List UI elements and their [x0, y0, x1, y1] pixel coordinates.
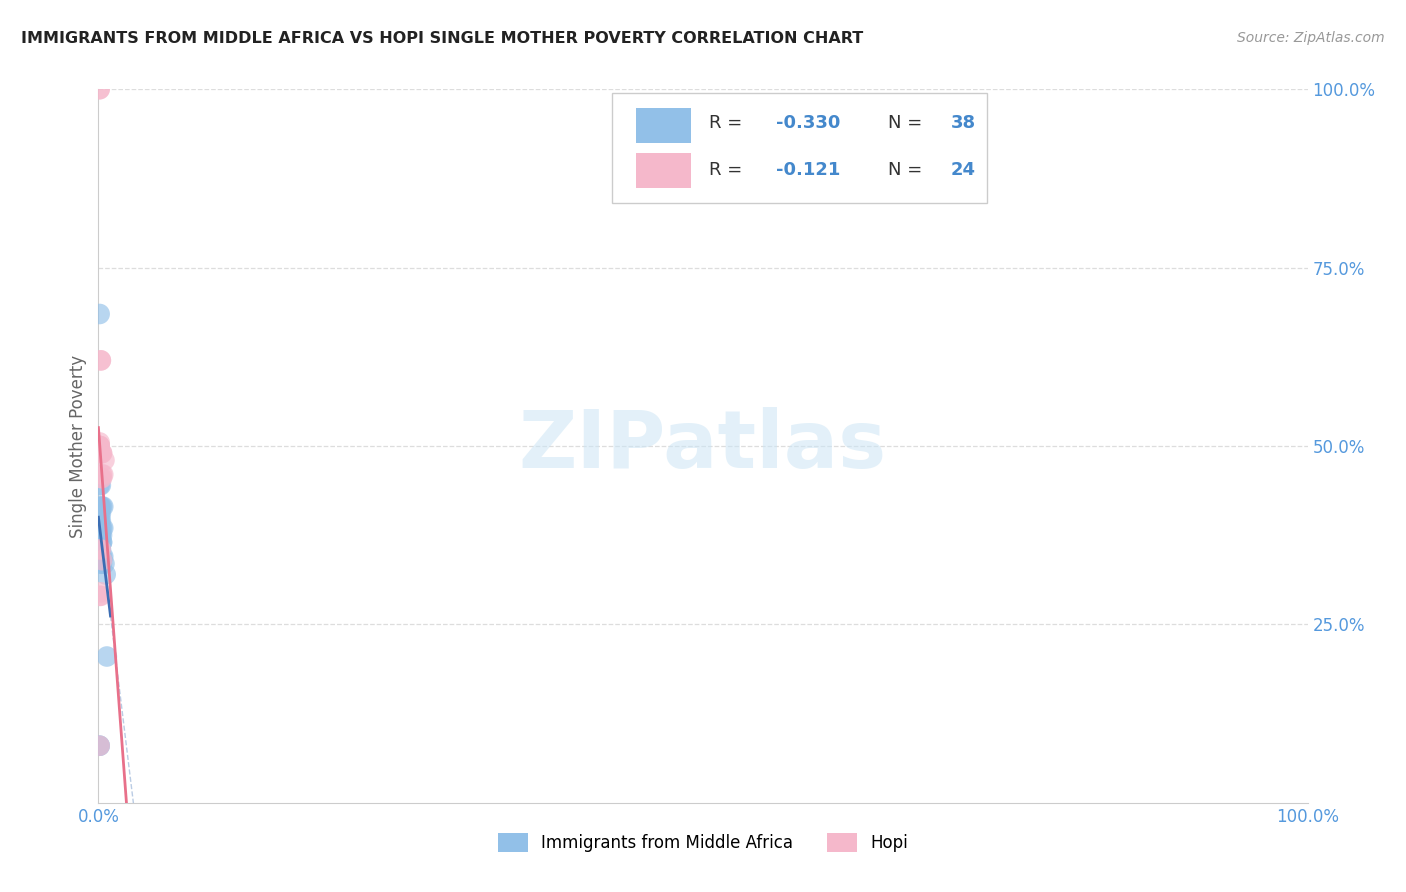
Point	[89, 478, 111, 492]
Point	[90, 353, 112, 368]
Point	[91, 500, 114, 514]
Point	[94, 567, 117, 582]
Point	[89, 524, 111, 539]
Point	[91, 500, 114, 514]
Point	[89, 439, 111, 453]
Point	[89, 532, 111, 546]
Point	[89, 542, 111, 557]
Point	[90, 353, 112, 368]
Point	[91, 549, 114, 564]
Point	[91, 521, 114, 535]
Text: N =: N =	[889, 114, 928, 132]
Point	[93, 557, 115, 571]
Point	[89, 439, 111, 453]
Point	[96, 649, 118, 664]
Text: N =: N =	[889, 161, 928, 178]
FancyBboxPatch shape	[637, 109, 690, 143]
Point	[89, 500, 111, 514]
Point	[90, 528, 112, 542]
Point	[91, 467, 114, 482]
Point	[89, 435, 111, 450]
Point	[89, 507, 111, 521]
Point	[91, 535, 114, 549]
Point	[89, 439, 111, 453]
Point	[90, 514, 112, 528]
Point	[89, 307, 111, 321]
Point	[91, 528, 114, 542]
Point	[90, 542, 112, 557]
Point	[91, 446, 114, 460]
Point	[90, 549, 112, 564]
Point	[89, 439, 111, 453]
Point	[89, 82, 111, 96]
Point	[90, 446, 112, 460]
Point	[90, 478, 112, 492]
Point	[91, 535, 114, 549]
Point	[90, 471, 112, 485]
Point	[91, 553, 114, 567]
Point	[91, 549, 114, 564]
Text: IMMIGRANTS FROM MIDDLE AFRICA VS HOPI SINGLE MOTHER POVERTY CORRELATION CHART: IMMIGRANTS FROM MIDDLE AFRICA VS HOPI SI…	[21, 31, 863, 46]
Point	[90, 589, 112, 603]
Point	[89, 500, 111, 514]
Point	[91, 521, 114, 535]
Point	[90, 507, 112, 521]
Text: 24: 24	[950, 161, 976, 178]
Point	[90, 542, 112, 557]
Text: -0.330: -0.330	[776, 114, 839, 132]
Y-axis label: Single Mother Poverty: Single Mother Poverty	[69, 354, 87, 538]
Point	[90, 500, 112, 514]
Point	[90, 528, 112, 542]
Text: Source: ZipAtlas.com: Source: ZipAtlas.com	[1237, 31, 1385, 45]
FancyBboxPatch shape	[613, 93, 987, 203]
FancyBboxPatch shape	[637, 153, 690, 187]
Point	[93, 453, 115, 467]
Point	[89, 514, 111, 528]
Point	[89, 739, 111, 753]
Point	[90, 585, 112, 599]
Point	[91, 471, 114, 485]
Point	[90, 542, 112, 557]
Text: -0.121: -0.121	[776, 161, 839, 178]
Point	[89, 514, 111, 528]
Legend: Immigrants from Middle Africa, Hopi: Immigrants from Middle Africa, Hopi	[492, 826, 914, 859]
Point	[89, 739, 111, 753]
Point	[89, 507, 111, 521]
Point	[89, 739, 111, 753]
Point	[89, 524, 111, 539]
Point	[91, 467, 114, 482]
Text: R =: R =	[709, 114, 748, 132]
Point	[90, 521, 112, 535]
Point	[91, 446, 114, 460]
Point	[91, 557, 114, 571]
Text: ZIPatlas: ZIPatlas	[519, 407, 887, 485]
Point	[89, 82, 111, 96]
Point	[90, 535, 112, 549]
Text: R =: R =	[709, 161, 748, 178]
Point	[89, 589, 111, 603]
Point	[90, 557, 112, 571]
Text: 38: 38	[950, 114, 976, 132]
